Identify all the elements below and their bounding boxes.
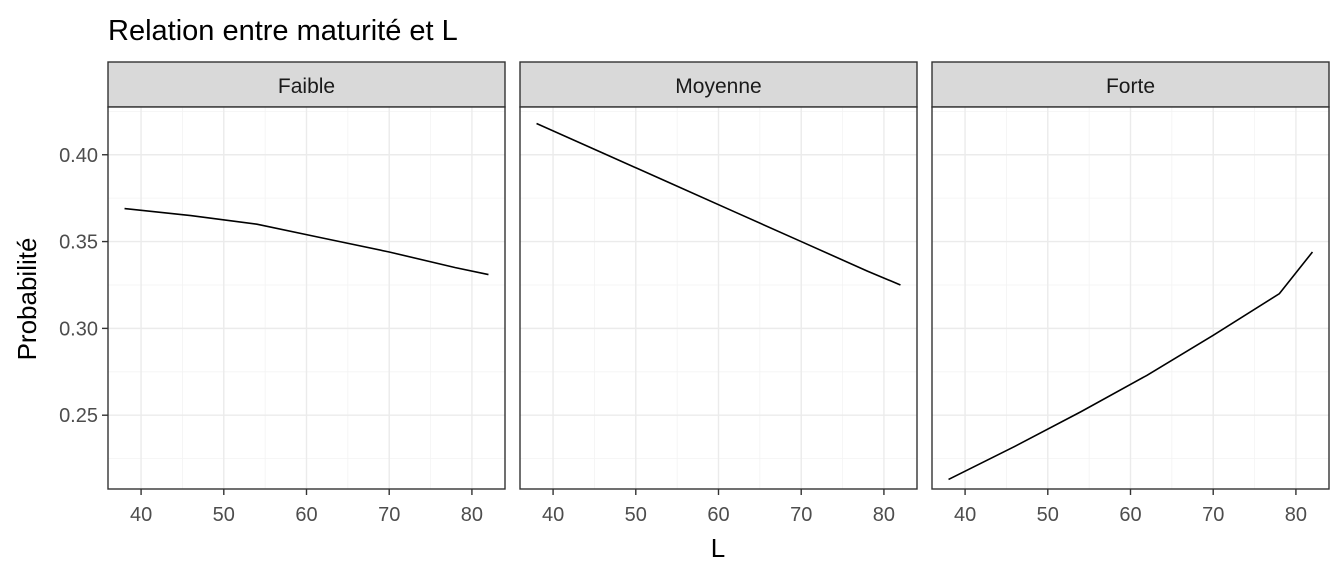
x-tick-label: 80 xyxy=(461,504,483,526)
facet-panel-faible: Faible 40 50 60 70 80 0.25 0.30 0.35 0.40 xyxy=(59,61,506,526)
series-line-faible xyxy=(124,207,489,276)
x-tick-label: 50 xyxy=(1037,504,1059,526)
facet-panel-moyenne: Moyenne 40 50 60 70 80 xyxy=(519,61,918,526)
x-tick-label: 40 xyxy=(954,504,976,526)
x-tick-label: 60 xyxy=(295,504,317,526)
y-axis-title: Probabilité xyxy=(12,238,42,361)
chart-title: Relation entre maturité et L xyxy=(108,15,458,47)
x-tick-label: 50 xyxy=(625,504,647,526)
y-tick-label: 0.40 xyxy=(59,145,98,167)
x-tick-label: 40 xyxy=(542,504,564,526)
facet-panels: Faible 40 50 60 70 80 0.25 0.30 0.35 0.40 Moyenne 4… xyxy=(59,61,1330,526)
x-tick-label: 60 xyxy=(707,504,729,526)
x-tick-label: 80 xyxy=(1285,504,1307,526)
x-axis-title: L xyxy=(711,533,725,563)
x-tick-label: 50 xyxy=(213,504,235,526)
y-tick-label: 0.25 xyxy=(59,405,98,427)
y-tick-label: 0.35 xyxy=(59,232,98,254)
y-tick-label: 0.30 xyxy=(59,318,98,340)
facet-strip xyxy=(107,61,506,108)
x-tick-label: 40 xyxy=(130,504,152,526)
x-tick-label: 80 xyxy=(873,504,895,526)
facet-strip xyxy=(931,61,1330,108)
facet-strip-label: Forte xyxy=(1106,75,1155,98)
x-tick-label: 70 xyxy=(378,504,400,526)
facet-strip-label: Faible xyxy=(278,75,335,98)
facet-panel-forte: Forte 40 50 60 70 80 xyxy=(931,61,1330,526)
x-tick-label: 70 xyxy=(1202,504,1224,526)
facet-strip-label: Moyenne xyxy=(675,75,761,98)
series-line-moyenne xyxy=(536,122,901,286)
x-tick-label: 70 xyxy=(790,504,812,526)
x-tick-label: 60 xyxy=(1119,504,1141,526)
series-line-forte xyxy=(948,251,1314,481)
